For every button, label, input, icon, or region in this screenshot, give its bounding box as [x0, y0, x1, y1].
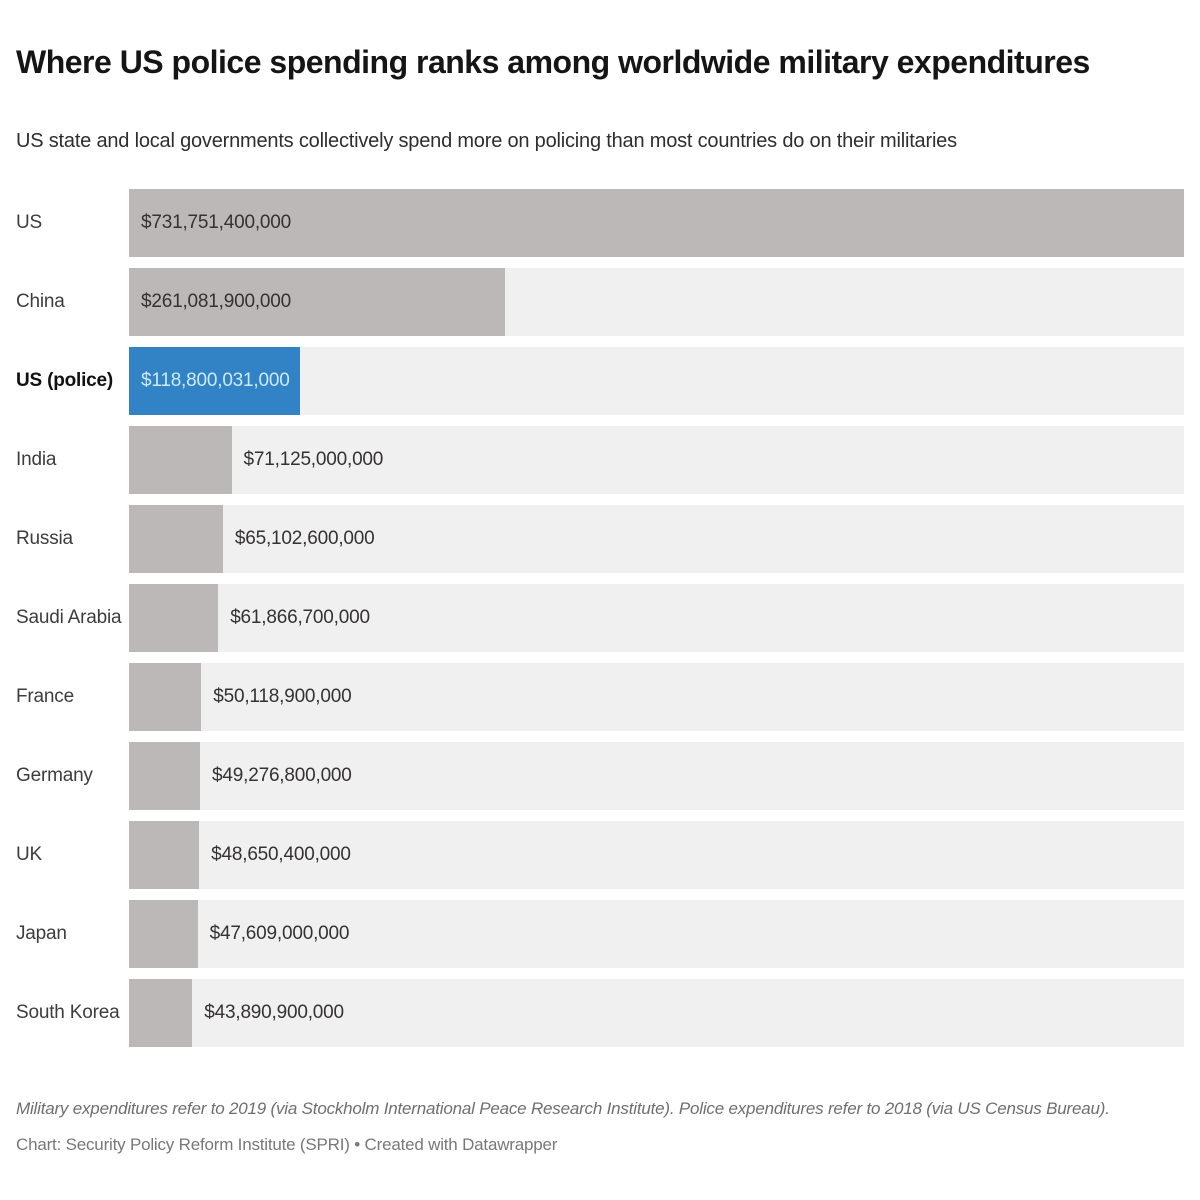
category-label: US — [16, 212, 42, 233]
value-label: $61,866,700,000 — [230, 607, 370, 628]
chart-subtitle: US state and local governments collectiv… — [16, 130, 957, 152]
bar — [129, 979, 193, 1047]
value-label: $43,890,900,000 — [204, 1002, 344, 1023]
category-label: US (police) — [16, 370, 114, 391]
bar — [129, 189, 1184, 257]
bar-row: Saudi Arabia $61,866,700,000 — [16, 584, 1184, 652]
bar-track: $118,800,031,000 — [129, 347, 1184, 415]
bar — [129, 268, 506, 336]
category-label: India — [16, 449, 57, 470]
bar-highlighted — [129, 347, 301, 415]
bar-track: $65,102,600,000 — [129, 505, 1184, 573]
bar-track: $731,751,400,000 — [129, 189, 1184, 257]
bar — [129, 584, 219, 652]
value-label: $71,125,000,000 — [243, 449, 384, 470]
bar-row: US (police) $118,800,031,000 — [16, 347, 1184, 415]
value-label: $261,081,900,000 — [141, 291, 292, 312]
category-label: Germany — [16, 765, 93, 786]
bar — [129, 426, 232, 494]
bar-row: China $261,081,900,000 — [16, 268, 1184, 336]
chart-title: Where US police spending ranks among wor… — [16, 44, 1090, 80]
bar — [129, 821, 200, 889]
value-label: $731,751,400,000 — [141, 212, 292, 233]
bar-track: $48,650,400,000 — [129, 821, 1184, 889]
footer-credit: Chart: Security Policy Reform Institute … — [16, 1135, 558, 1154]
bar-row: Russia $65,102,600,000 — [16, 505, 1184, 573]
bar-track: $261,081,900,000 — [129, 268, 1184, 336]
bar-track: $61,866,700,000 — [129, 584, 1184, 652]
bar — [129, 742, 201, 810]
bar-row: India $71,125,000,000 — [16, 426, 1184, 494]
bar-track: $49,276,800,000 — [129, 742, 1184, 810]
chart-footer: Military expenditures refer to 2019 (via… — [16, 1099, 1184, 1155]
category-label: France — [16, 686, 74, 707]
value-label: $49,276,800,000 — [212, 765, 352, 786]
bar-track: $47,609,000,000 — [129, 900, 1184, 968]
value-label: $47,609,000,000 — [209, 923, 350, 944]
category-label: Japan — [16, 923, 67, 944]
bar-row: UK $48,650,400,000 — [16, 821, 1184, 889]
category-label: UK — [16, 844, 42, 865]
bar — [129, 505, 223, 573]
bar-row: France $50,118,900,000 — [16, 663, 1184, 731]
category-label: Russia — [16, 528, 73, 549]
bar-row: Japan $47,609,000,000 — [16, 900, 1184, 968]
bar-track: $43,890,900,000 — [129, 979, 1184, 1047]
category-label: Saudi Arabia — [16, 607, 122, 628]
bar-row: South Korea $43,890,900,000 — [16, 979, 1184, 1047]
value-label: $65,102,600,000 — [234, 528, 375, 549]
category-label: South Korea — [16, 1002, 120, 1023]
footer-note: Military expenditures refer to 2019 (via… — [16, 1099, 1110, 1118]
bar-chart: US $731,751,400,000 China $261,081,900,000 U… — [16, 189, 1184, 1047]
value-label: $118,800,031,000 — [141, 370, 290, 391]
bar-row: Germany $49,276,800,000 — [16, 742, 1184, 810]
category-label: China — [16, 291, 65, 312]
value-label: $48,650,400,000 — [211, 844, 351, 865]
bar-track: $71,125,000,000 — [129, 426, 1184, 494]
bar — [129, 663, 202, 731]
value-label: $50,118,900,000 — [213, 686, 352, 707]
bar-track: $50,118,900,000 — [129, 663, 1184, 731]
bar — [129, 900, 198, 968]
bar-row: US $731,751,400,000 — [16, 189, 1184, 257]
